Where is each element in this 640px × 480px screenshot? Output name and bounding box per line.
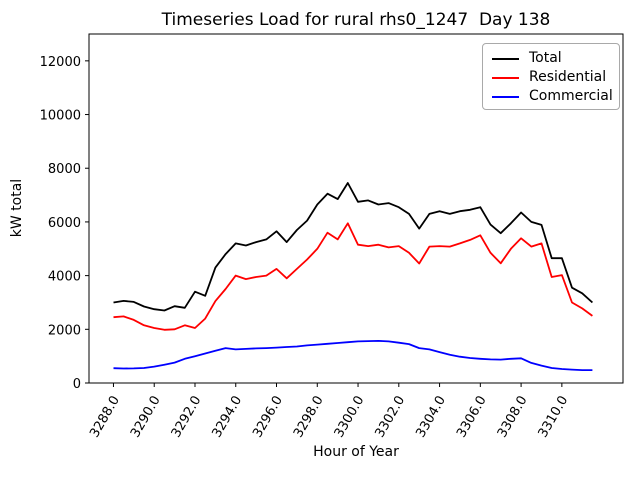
x-tick-label: 3302.0	[373, 394, 409, 441]
y-tick-label: 12000	[40, 55, 81, 70]
legend-line-total-swatch	[492, 57, 519, 60]
legend-label-residential: Residential	[529, 69, 607, 85]
legend-item-total: Total	[492, 49, 619, 68]
x-tick-label: 3296.0	[250, 394, 286, 441]
y-axis-label: kW total	[9, 178, 25, 238]
x-tick-label: 3306.0	[454, 394, 490, 441]
y-tick-label: 10000	[40, 109, 81, 124]
x-tick-label: 3298.0	[291, 394, 327, 441]
legend-item-residential: Residential	[492, 68, 619, 87]
y-tick-label: 4000	[48, 270, 81, 285]
x-tick-label: 3292.0	[169, 394, 205, 441]
x-tick-label: 3300.0	[332, 394, 368, 441]
y-tick-label: 2000	[48, 323, 81, 338]
legend: Total Residential Commercial	[482, 43, 620, 110]
chart-title: Timeseries Load for rural rhs0_1247 Day …	[161, 10, 551, 30]
series-line-commercial	[113, 339, 593, 372]
legend-label-commercial: Commercial	[529, 88, 613, 104]
y-tick-label: 6000	[48, 216, 81, 231]
x-tick-label: 3290.0	[128, 394, 164, 441]
legend-label-total: Total	[529, 50, 562, 66]
legend-item-commercial: Commercial	[492, 87, 619, 106]
legend-line-commercial-swatch	[492, 95, 519, 98]
x-tick-label: 3294.0	[209, 394, 245, 441]
y-tick-label: 0	[73, 377, 81, 392]
x-tick-label: 3310.0	[536, 394, 572, 441]
x-axis-label: Hour of Year	[313, 444, 399, 460]
y-tick-label: 8000	[48, 162, 81, 177]
x-tick-label: 3308.0	[495, 394, 531, 441]
legend-line-residential-swatch	[492, 76, 519, 79]
series-line-residential	[113, 222, 593, 331]
x-tick-label: 3304.0	[413, 394, 449, 441]
x-tick-label: 3288.0	[87, 394, 123, 441]
series-line-total	[113, 182, 594, 312]
